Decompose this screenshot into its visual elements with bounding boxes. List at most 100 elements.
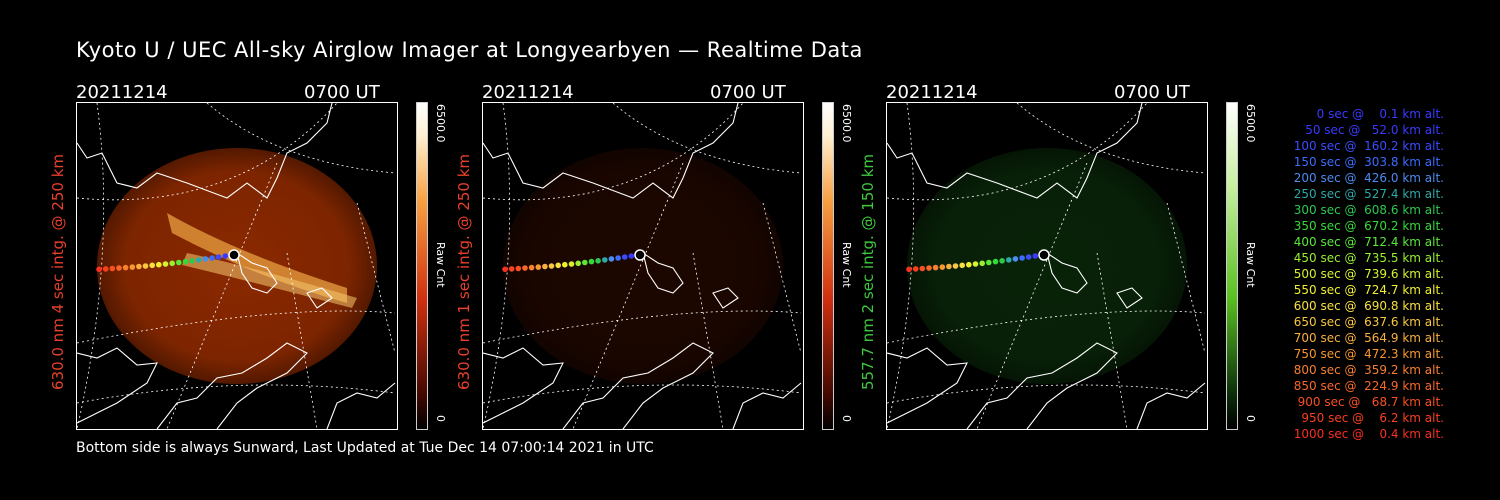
imager-panel-3: 20211214 0700 UT 557.7 nm 2 sec intg. @ 15… (859, 82, 1286, 432)
legend-row: 300 sec @ 608.6 km alt. (1289, 203, 1444, 217)
colorbar-max-label: 6500.0 (840, 104, 853, 143)
trajectory-point (966, 261, 972, 268)
legend-row: 150 sec @ 303.8 km alt. (1289, 155, 1444, 169)
trajectory-point (999, 258, 1005, 264)
panel-date: 20211214 (482, 82, 574, 103)
trajectory-point (156, 261, 162, 268)
trajectory-point (162, 261, 169, 267)
legend-row: 0 sec @ 0.1 km alt. (1305, 107, 1444, 121)
trajectory-point (926, 265, 932, 271)
panel-time: 0700 UT (710, 82, 786, 103)
legend-row: 600 sec @ 690.8 km alt. (1289, 299, 1444, 313)
trajectory-point (575, 260, 581, 267)
trajectory-point (122, 264, 129, 271)
trajectory-point (1025, 254, 1032, 260)
trajectory-point (542, 263, 548, 270)
trajectory-point (588, 258, 595, 265)
trajectory-point (979, 260, 985, 267)
panel-time: 0700 UT (1114, 82, 1190, 103)
trajectory-point (196, 257, 202, 263)
allsky-image (886, 102, 1208, 430)
legend-row: 650 sec @ 637.6 km alt. (1289, 315, 1444, 329)
trajectory-point (96, 266, 102, 273)
legend-row: 750 sec @ 472.3 km alt. (1289, 347, 1444, 361)
trajectory-point (508, 266, 515, 272)
trajectory-point (946, 263, 952, 270)
colorbar-max-label: 6500.0 (434, 104, 447, 143)
imager-panel-1: 20211214 0700 UT 630.0 nm 4 sec intg. @ 25… (49, 82, 476, 432)
coastline (483, 103, 802, 429)
colorbar-unit-label: Raw Cnt (434, 242, 447, 288)
trajectory-point (209, 255, 215, 261)
trajectory-point (628, 253, 635, 259)
footer-note: Bottom side is always Sunward, Last Upda… (76, 440, 654, 456)
panel-date: 20211214 (76, 82, 168, 103)
trajectory-point (502, 266, 508, 273)
colorbar-unit-label: Raw Cnt (840, 242, 853, 288)
legend-row: 250 sec @ 527.4 km alt. (1289, 187, 1444, 201)
colorbar (822, 102, 834, 430)
trajectory-legend: 0 sec @ 0.1 km alt. 50 sec @ 52.0 km alt… (1262, 106, 1444, 442)
satellite-trajectory (906, 249, 1050, 273)
panel-channel-label: 630.0 nm 4 sec intg. @ 250 km (49, 153, 67, 391)
geographic-grid (483, 103, 802, 429)
panel-channel-label: 557.7 nm 2 sec intg. @ 150 km (859, 153, 877, 391)
trajectory-point (912, 266, 919, 272)
trajectory-point (182, 258, 189, 265)
legend-row: 950 sec @ 6.2 km alt. (1297, 411, 1444, 425)
satellite-trajectory (96, 249, 240, 273)
trajectory-point (548, 263, 555, 269)
trajectory-point (555, 262, 561, 269)
trajectory-point (202, 256, 209, 262)
legend-row: 1000 sec @ 0.4 km alt. (1293, 427, 1444, 441)
trajectory-point (109, 265, 116, 272)
trajectory-point (189, 258, 195, 264)
trajectory-point (522, 265, 528, 271)
trajectory-point (986, 259, 992, 266)
trajectory-point (932, 264, 939, 271)
trajectory-point (582, 259, 588, 266)
legend-row: 350 sec @ 670.2 km alt. (1289, 219, 1444, 233)
panel-date: 20211214 (886, 82, 978, 103)
colorbar (1226, 102, 1238, 430)
panel-time: 0700 UT (304, 82, 380, 103)
colorbar-min-label: 0 (434, 415, 447, 422)
station-marker (228, 249, 240, 261)
trajectory-point (129, 264, 136, 270)
legend-row: 200 sec @ 426.0 km alt. (1289, 171, 1444, 185)
colorbar (416, 102, 428, 430)
trajectory-point (102, 266, 109, 272)
satellite-trajectory (502, 249, 646, 273)
colorbar-min-label: 0 (1244, 415, 1257, 422)
page-title: Kyoto U / UEC All-sky Airglow Imager at … (76, 38, 863, 62)
trajectory-point (919, 265, 926, 272)
trajectory-point (222, 253, 229, 259)
trajectory-point (568, 261, 575, 267)
trajectory-point (562, 261, 568, 268)
trajectory-point (972, 261, 979, 267)
aurora-band (167, 213, 347, 303)
legend-row: 500 sec @ 739.6 km alt. (1289, 267, 1444, 281)
trajectory-point (116, 265, 122, 271)
trajectory-point (608, 256, 615, 262)
trajectory-point (1006, 257, 1012, 263)
allsky-image (482, 102, 804, 430)
trajectory-point (136, 263, 142, 270)
geographic-grid (77, 103, 396, 429)
trajectory-point (1019, 255, 1025, 261)
trajectory-point (528, 264, 535, 271)
airglow-field (503, 148, 783, 384)
trajectory-point (615, 255, 621, 261)
trajectory-point (595, 258, 601, 264)
legend-row: 900 sec @ 68.7 km alt. (1293, 395, 1444, 409)
station-marker (634, 249, 646, 261)
allsky-image (76, 102, 398, 430)
trajectory-point (939, 264, 946, 270)
coastline (77, 103, 396, 429)
panel-channel-label: 630.0 nm 1 sec intg. @ 250 km (455, 153, 473, 391)
colorbar-min-label: 0 (840, 415, 853, 422)
trajectory-point (149, 262, 155, 269)
trajectory-point (142, 263, 149, 269)
trajectory-point (169, 260, 175, 267)
colorbar-unit-label: Raw Cnt (1244, 242, 1257, 288)
